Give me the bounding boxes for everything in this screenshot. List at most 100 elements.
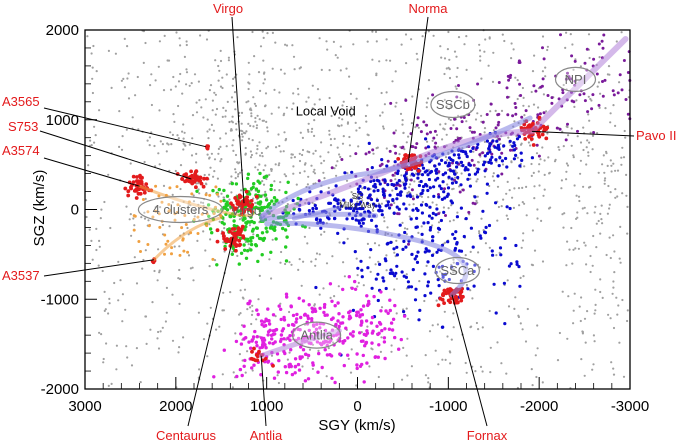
background-galaxy-point — [329, 138, 332, 141]
background-galaxy-point — [234, 168, 237, 171]
norma-filament-point — [463, 168, 467, 172]
norma-filament-point — [515, 137, 520, 141]
background-galaxy-point — [253, 102, 256, 105]
background-galaxy-point — [113, 281, 116, 285]
background-galaxy-point — [259, 154, 262, 157]
background-galaxy-point — [467, 100, 470, 103]
background-galaxy-point — [457, 114, 460, 117]
norma-filament-point — [333, 217, 337, 221]
antlia-galaxy-point — [341, 287, 345, 292]
background-galaxy-point — [244, 146, 247, 150]
virgo-member-point — [265, 174, 269, 178]
npi-galaxy-point — [386, 159, 390, 163]
npi-galaxy-point — [389, 179, 393, 183]
npi-galaxy-point — [354, 152, 358, 156]
antlia-galaxy-point — [330, 299, 334, 303]
orange-stream-point — [212, 212, 216, 216]
background-galaxy-point — [174, 85, 177, 88]
norma-filament-point — [517, 135, 522, 139]
cluster-member-point — [523, 137, 528, 141]
norma-filament-point — [423, 294, 427, 298]
cluster-member-point — [442, 301, 446, 305]
background-galaxy-point — [542, 194, 545, 197]
background-galaxy-point — [614, 169, 617, 172]
background-galaxy-point — [311, 127, 314, 130]
norma-filament-point — [386, 241, 390, 245]
norma-filament-point — [360, 268, 364, 272]
cluster-member-point — [140, 175, 144, 180]
background-galaxy-point — [189, 267, 192, 270]
background-galaxy-point — [220, 192, 223, 195]
norma-filament-point — [360, 275, 364, 279]
background-galaxy-point — [154, 79, 157, 82]
antlia-galaxy-point — [369, 321, 374, 325]
background-galaxy-point — [270, 112, 273, 115]
background-galaxy-point — [523, 202, 526, 205]
label-leader-line — [260, 355, 267, 427]
norma-filament-point — [413, 298, 418, 302]
background-galaxy-point — [507, 136, 510, 139]
background-galaxy-point — [204, 98, 207, 101]
background-galaxy-point — [427, 381, 430, 384]
background-galaxy-point — [595, 222, 598, 225]
background-galaxy-point — [179, 44, 182, 47]
norma-filament-point — [466, 177, 470, 181]
background-galaxy-point — [587, 95, 590, 98]
norma-filament-point — [366, 266, 370, 270]
cluster-member-point — [531, 143, 536, 147]
background-galaxy-point — [280, 250, 283, 254]
background-galaxy-point — [88, 228, 91, 231]
background-galaxy-point — [284, 175, 288, 178]
background-galaxy-point — [123, 37, 126, 41]
background-galaxy-point — [320, 68, 323, 71]
norma-filament-point — [395, 197, 399, 201]
antlia-galaxy-point — [347, 317, 351, 321]
virgo-member-point — [243, 228, 247, 232]
norma-filament-point — [311, 206, 315, 211]
orange-stream-line — [152, 216, 223, 262]
background-galaxy-point — [414, 172, 417, 175]
background-galaxy-point — [612, 280, 615, 283]
cluster-member-point — [242, 209, 246, 213]
background-galaxy-point — [536, 347, 539, 350]
background-galaxy-point — [330, 114, 333, 118]
norma-filament-point — [431, 235, 435, 239]
norma-filament-point — [453, 172, 457, 176]
antlia-galaxy-point — [376, 355, 380, 359]
cluster-member-point — [244, 189, 249, 194]
norma-filament-point — [431, 239, 435, 243]
background-galaxy-point — [204, 249, 207, 252]
background-galaxy-point — [144, 41, 147, 45]
npi-galaxy-point — [566, 122, 569, 126]
norma-filament-point — [440, 325, 444, 329]
cluster-member-point — [251, 357, 256, 362]
virgo-member-point — [248, 220, 252, 224]
antlia-galaxy-point — [379, 309, 383, 313]
background-galaxy-point — [560, 187, 563, 190]
background-galaxy-point — [389, 59, 392, 62]
background-galaxy-point — [444, 156, 448, 159]
antlia-galaxy-point — [255, 344, 259, 348]
antlia-galaxy-point — [255, 335, 259, 339]
antlia-galaxy-point — [355, 352, 359, 356]
background-galaxy-point — [378, 60, 381, 63]
norma-filament-point — [483, 230, 487, 234]
npi-galaxy-point — [468, 126, 472, 130]
norma-filament-point — [457, 156, 461, 160]
background-galaxy-point — [224, 132, 227, 135]
norma-filament-point — [398, 223, 402, 227]
background-galaxy-point — [594, 309, 597, 312]
background-galaxy-point — [206, 355, 209, 358]
background-galaxy-point — [114, 52, 117, 55]
background-galaxy-point — [136, 75, 139, 79]
background-galaxy-point — [456, 211, 459, 214]
cluster-member-point — [263, 356, 268, 361]
background-galaxy-point — [469, 177, 472, 180]
background-galaxy-point — [455, 87, 458, 90]
background-galaxy-point — [557, 146, 560, 149]
background-galaxy-point — [437, 231, 440, 234]
background-galaxy-point — [290, 153, 293, 156]
background-galaxy-point — [188, 143, 191, 146]
